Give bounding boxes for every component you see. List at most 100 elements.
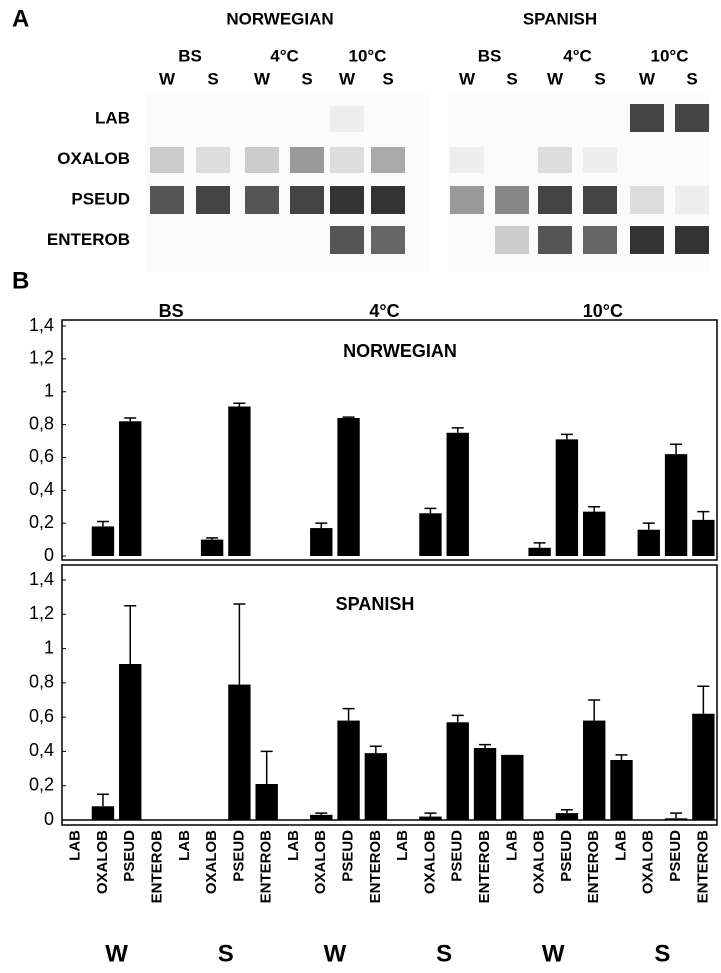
error-bar [560, 433, 573, 440]
bar [528, 547, 551, 556]
blot-spot [371, 186, 405, 214]
x-tick-label: ENTEROB [585, 830, 602, 904]
blot-spot [290, 147, 324, 173]
condition-label: 10°C [349, 46, 387, 65]
bar [364, 753, 388, 820]
group-label: W [324, 940, 347, 967]
y-tick-label: 0,8 [29, 413, 54, 433]
x-tick-label: OXALOB [312, 830, 329, 894]
bar [582, 511, 606, 556]
lane-label: S [594, 69, 605, 88]
lane-label: W [459, 69, 476, 88]
error-bar [642, 522, 655, 530]
blot-spot [675, 104, 709, 132]
panel-label: A [12, 5, 29, 32]
y-tick-label: 0,8 [29, 672, 54, 692]
blot-spot [371, 147, 405, 173]
blot-spot [583, 147, 617, 173]
x-tick-label: ENTEROB [476, 830, 493, 904]
error-bar [588, 699, 601, 721]
condition-label: 4°C [270, 46, 299, 65]
x-tick-label: PSEUD [667, 830, 684, 882]
bar [555, 813, 579, 820]
error-bar [369, 745, 382, 754]
blot-spot [290, 186, 324, 214]
blot-spot [196, 147, 230, 173]
y-tick-label: 1 [44, 380, 54, 400]
chart-title: NORWEGIAN [343, 341, 457, 361]
plot-frame [61, 564, 718, 826]
blot-spot [538, 226, 572, 254]
blot-spot [538, 147, 572, 173]
row-label: ENTEROB [47, 230, 130, 249]
blot-title: SPANISH [523, 9, 597, 28]
blot-spot [630, 186, 664, 214]
bar [555, 439, 579, 556]
bar [692, 519, 715, 556]
lane-label: W [159, 69, 176, 88]
x-tick-label: OXALOB [421, 830, 438, 894]
error-bar [233, 402, 246, 407]
blot-spot [538, 186, 572, 214]
bar [582, 720, 606, 820]
error-bar [124, 604, 137, 664]
x-tick-label: PSEUD [121, 830, 138, 882]
x-tick-label: LAB [394, 830, 411, 861]
blot-spot [450, 147, 484, 173]
blot-spot [330, 147, 364, 173]
bar [473, 748, 497, 820]
blot-spot [330, 106, 364, 132]
y-tick-label: 0 [44, 809, 54, 829]
bar [91, 806, 115, 820]
bar [501, 754, 524, 820]
group-label: W [105, 940, 128, 967]
row-label: LAB [95, 108, 130, 127]
bar [446, 722, 469, 820]
bar [228, 406, 251, 556]
lane-label: S [686, 69, 697, 88]
blot-images [145, 95, 710, 272]
error-bar [206, 537, 219, 540]
error-bar [96, 520, 109, 527]
blot-spot [630, 104, 664, 132]
condition-label: 10°C [651, 46, 689, 65]
blot-spot [196, 186, 230, 214]
lane-label: W [547, 69, 564, 88]
bar [255, 784, 278, 820]
bar [200, 539, 224, 556]
blot-spot [675, 226, 709, 254]
error-bar [697, 510, 710, 520]
error-bar [315, 812, 328, 815]
blot-spot [450, 186, 484, 214]
blot-spot [150, 186, 184, 214]
error-bar [451, 427, 464, 433]
blot-spot [330, 186, 364, 214]
error-bar [233, 603, 246, 685]
error-bar [96, 793, 109, 807]
condition-label: BS [159, 301, 184, 321]
y-tick-label: 1,2 [29, 348, 54, 368]
row-label: OXALOB [57, 149, 130, 168]
error-bar [588, 505, 601, 512]
x-tick-label: ENTEROB [258, 830, 275, 904]
lane-label: S [301, 69, 312, 88]
error-bar [124, 417, 137, 422]
error-bar [560, 808, 573, 814]
lane-label: W [339, 69, 356, 88]
error-bar [424, 812, 437, 817]
x-tick-label: PSEUD [230, 830, 247, 882]
error-bar [451, 714, 464, 723]
condition-label: 4°C [563, 46, 592, 65]
x-tick-label: ENTEROB [694, 830, 711, 904]
blot-frame [448, 95, 710, 272]
panel-label: B [12, 267, 29, 294]
lane-label: S [506, 69, 517, 88]
bar [91, 526, 115, 556]
bar [637, 529, 660, 556]
bar [119, 664, 142, 820]
bar [664, 454, 688, 556]
x-tick-label: OXALOB [531, 830, 548, 894]
y-tick-label: 0 [44, 545, 54, 565]
plot-frame [61, 319, 718, 561]
